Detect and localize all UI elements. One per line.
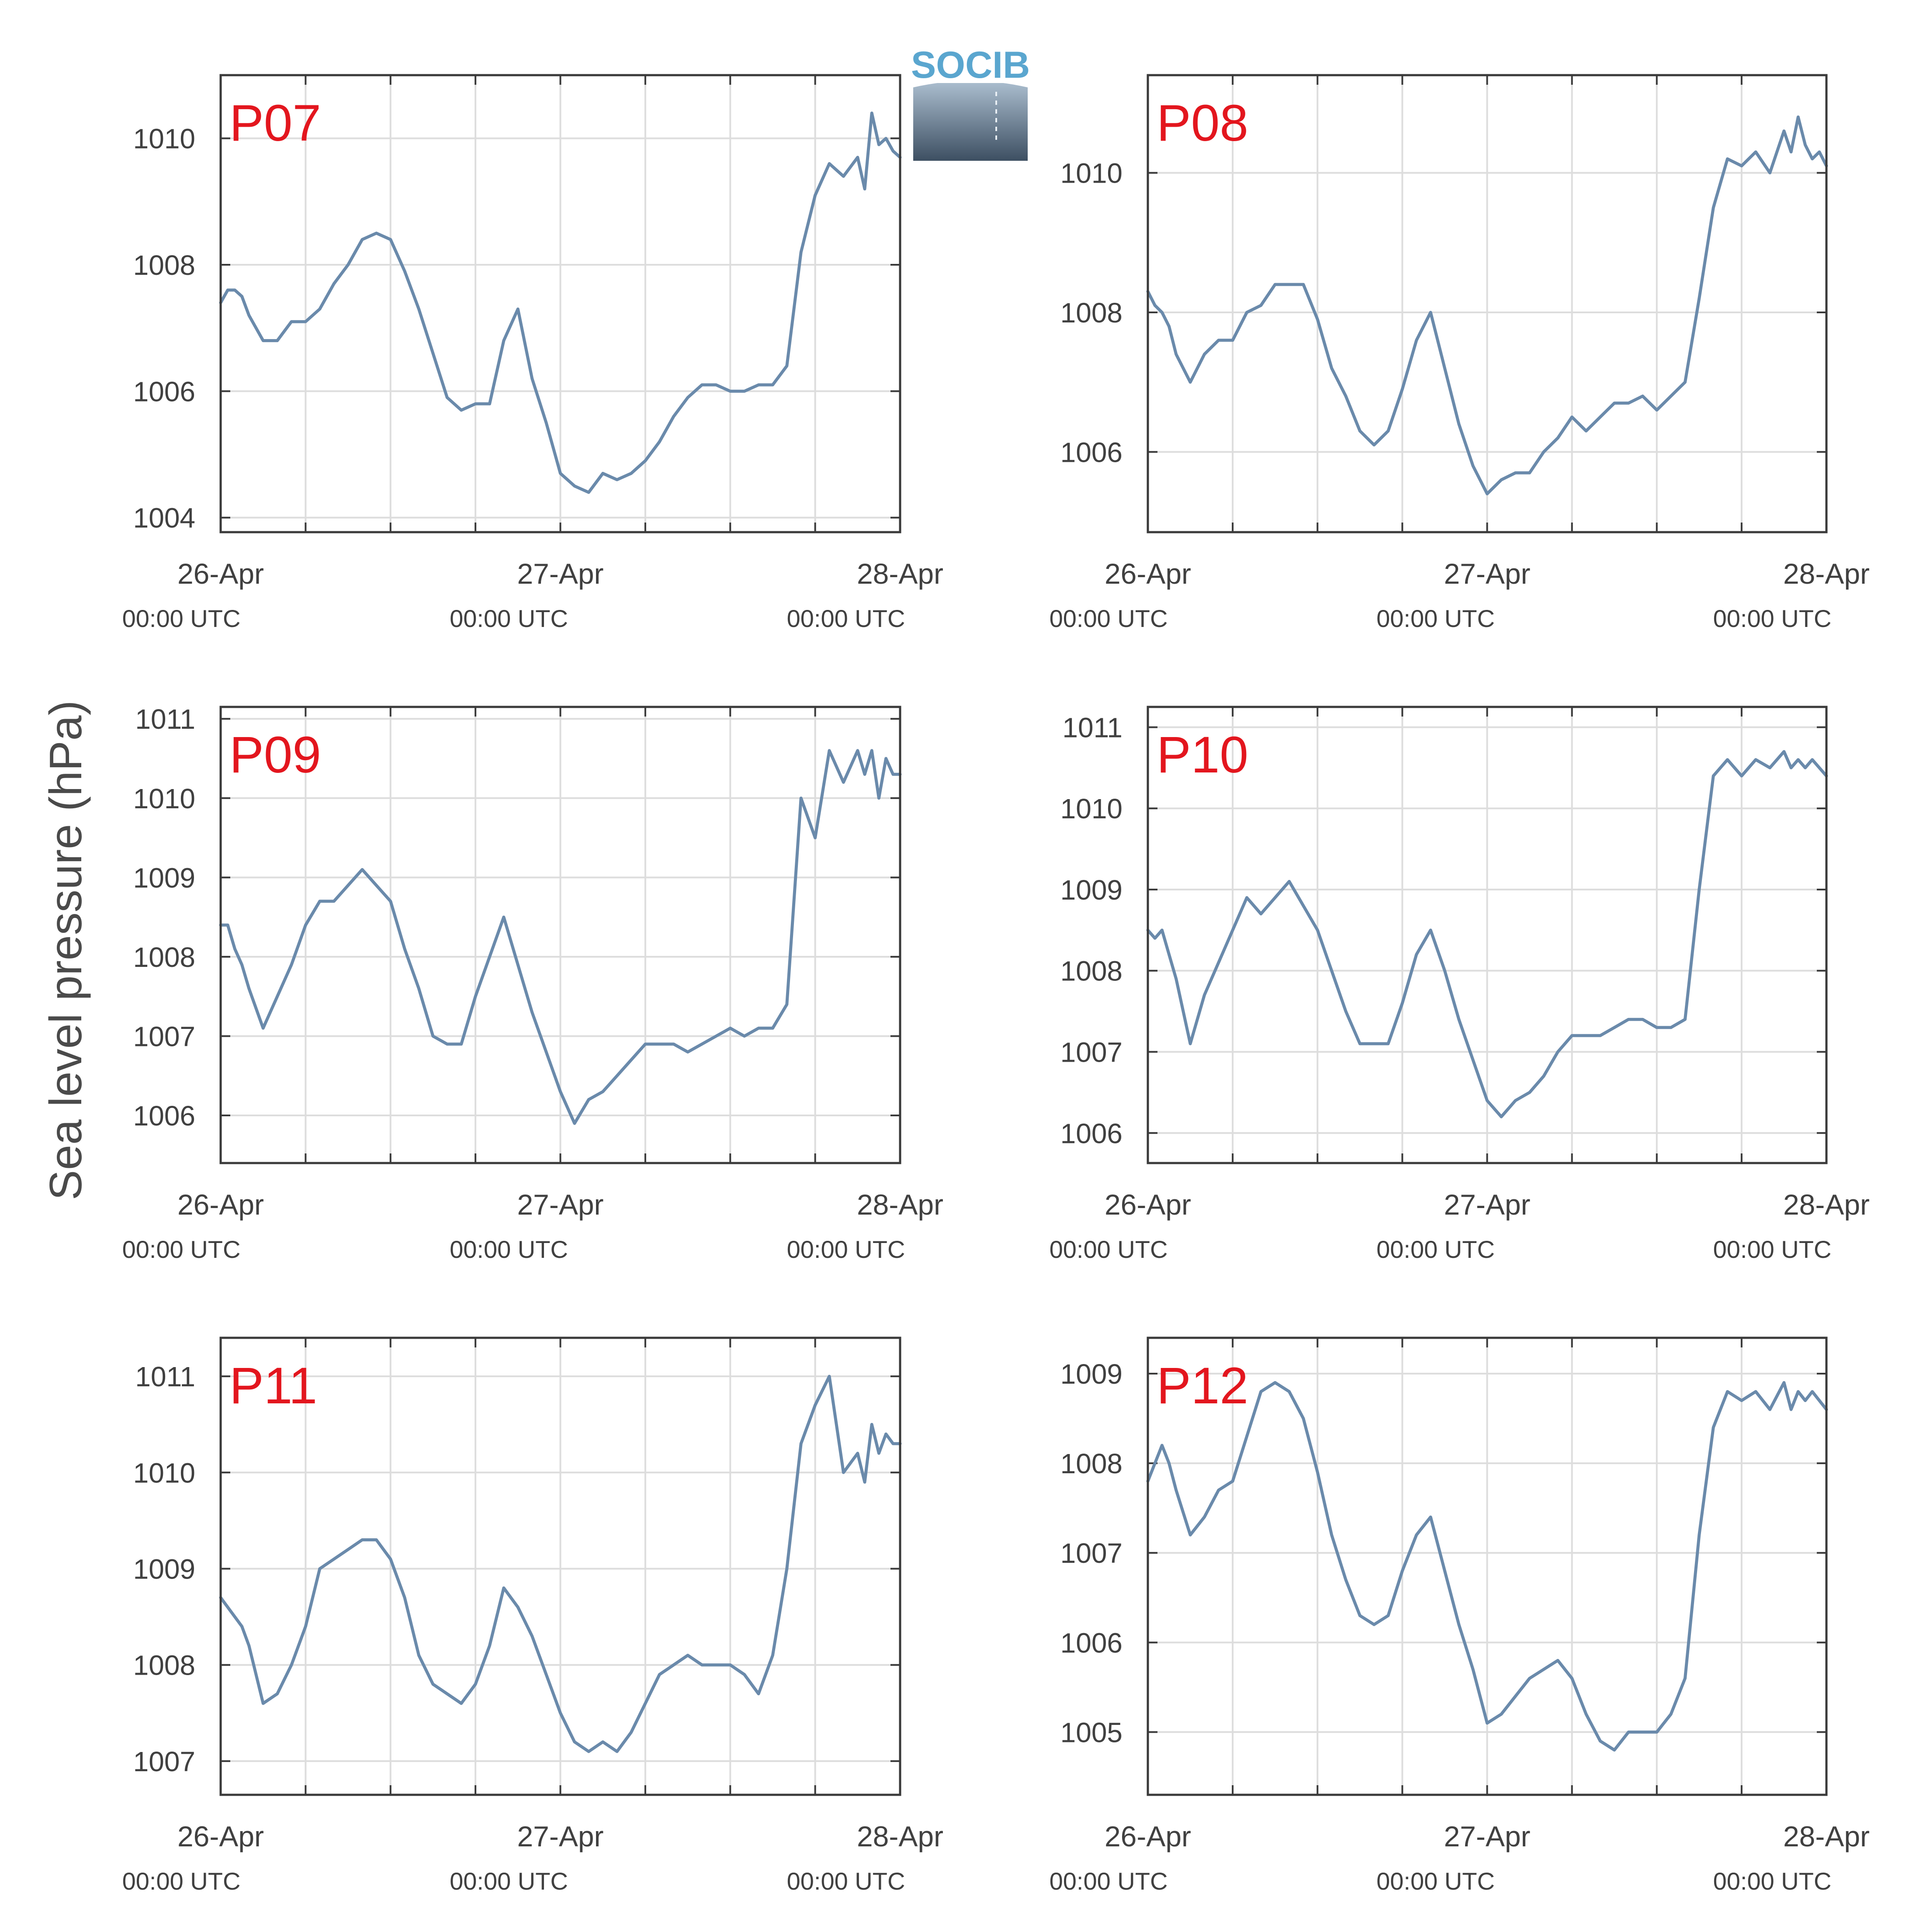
x-tick-sublabel: 00:00 UTC [450, 605, 568, 632]
pressure-series-line [1146, 1381, 1828, 1752]
chart-panel-p08: 1006 1008 1010 P08 26-Apr 00:00 UTC 27-Apr 00:0… [1050, 74, 1870, 632]
logo-wordmark: SOCIB [911, 44, 1030, 86]
chart-panel-p12: 1005 1006 1007 1008 1009 P12 26-Apr 00:00 UTC 27… [1050, 1336, 1870, 1895]
x-tick-sublabel: 00:00 UTC [787, 605, 905, 632]
x-tick-sublabel: 00:00 UTC [1713, 1867, 1832, 1895]
logo-wave [913, 81, 1028, 87]
y-tick-label: 1009 [133, 1554, 195, 1585]
x-tick-label: 28-Apr [1783, 1820, 1870, 1852]
y-tick-label: 1004 [133, 502, 195, 534]
x-tick-label: 28-Apr [1783, 557, 1870, 590]
y-tick-label: 1009 [1060, 874, 1123, 906]
x-tick-label: 27-Apr [517, 1188, 603, 1221]
x-tick-sublabel: 00:00 UTC [1050, 1236, 1168, 1263]
x-tick-sublabel: 00:00 UTC [1376, 605, 1495, 632]
x-tick-sublabel: 00:00 UTC [787, 1236, 905, 1263]
y-tick-label: 1009 [1060, 1358, 1123, 1390]
x-tick-sublabel: 00:00 UTC [1713, 605, 1832, 632]
y-tick-label: 1006 [1060, 1627, 1123, 1658]
pressure-series-line [219, 111, 902, 494]
y-tick-label: 1011 [135, 1361, 195, 1392]
x-tick-label: 27-Apr [517, 1820, 603, 1852]
y-tick-label: 1008 [1060, 956, 1123, 987]
y-tick-label: 1007 [1060, 1037, 1123, 1068]
y-tick-label: 1006 [133, 1100, 195, 1132]
panel-title: P08 [1157, 94, 1248, 152]
x-tick-label: 28-Apr [857, 1820, 943, 1852]
x-tick-label: 27-Apr [1444, 1188, 1530, 1221]
x-tick-sublabel: 00:00 UTC [1713, 1236, 1832, 1263]
x-tick-sublabel: 00:00 UTC [122, 605, 241, 632]
x-tick-sublabel: 00:00 UTC [450, 1236, 568, 1263]
x-tick-sublabel: 00:00 UTC [450, 1867, 568, 1895]
panel-title: P11 [229, 1357, 317, 1415]
pressure-series-line [219, 1375, 902, 1753]
y-tick-label: 1009 [133, 862, 195, 893]
y-tick-label: 1010 [133, 783, 195, 814]
y-tick-label: 1008 [1060, 297, 1123, 329]
panel-title: P07 [229, 94, 321, 152]
panel-title: P10 [1157, 726, 1248, 784]
x-tick-sublabel: 00:00 UTC [1050, 605, 1168, 632]
x-tick-sublabel: 00:00 UTC [1376, 1867, 1495, 1895]
y-tick-label: 1008 [1060, 1448, 1123, 1479]
y-tick-label: 1005 [1060, 1717, 1123, 1748]
x-tick-label: 26-Apr [1105, 1188, 1191, 1221]
x-tick-label: 26-Apr [177, 1188, 264, 1221]
chart-panel-p10: 1006 1007 1008 1009 1010 1011 P10 26-Apr 00:00 U… [1050, 706, 1870, 1263]
x-tick-label: 26-Apr [1105, 1820, 1191, 1852]
y-tick-label: 1006 [133, 376, 195, 407]
y-tick-label: 1007 [1060, 1537, 1123, 1569]
plot-frame [1147, 1336, 1828, 1796]
plot-frame [219, 706, 901, 1164]
y-tick-label: 1008 [133, 249, 195, 281]
pressure-series-line [1146, 750, 1828, 1118]
x-tick-label: 28-Apr [1783, 1188, 1870, 1221]
logo-gradient-block [913, 83, 1028, 161]
y-tick-label: 1011 [135, 703, 195, 735]
chart-panel-p11: 1007 1008 1009 1010 1011 P11 26-Apr 00:00 UTC 27… [122, 1336, 943, 1895]
pressure-series-line [219, 749, 902, 1125]
y-tick-label: 1010 [1060, 793, 1123, 824]
y-tick-label: 1007 [133, 1746, 195, 1777]
x-tick-label: 28-Apr [857, 557, 943, 590]
panel-title: P09 [229, 726, 321, 784]
plot-frame [219, 1336, 901, 1796]
socib-logo: SOCIB [911, 44, 1030, 161]
y-tick-label: 1007 [133, 1021, 195, 1052]
y-tick-label: 1011 [1062, 712, 1123, 743]
panel-title: P12 [1157, 1357, 1248, 1415]
x-tick-label: 27-Apr [517, 557, 603, 590]
plot-frame [1147, 706, 1828, 1164]
x-tick-sublabel: 00:00 UTC [122, 1236, 241, 1263]
y-tick-label: 1010 [133, 123, 195, 155]
chart-panel-p09: 1006 1007 1008 1009 1010 1011 P09 26-Apr 00:00 U… [122, 703, 943, 1263]
y-tick-label: 1010 [1060, 158, 1123, 189]
y-tick-label: 1006 [1060, 436, 1123, 468]
pressure-series-line [1146, 115, 1828, 495]
x-tick-sublabel: 00:00 UTC [122, 1867, 241, 1895]
x-tick-label: 28-Apr [857, 1188, 943, 1221]
x-tick-sublabel: 00:00 UTC [1050, 1867, 1168, 1895]
panels: 1004 1006 1008 1010 P07 26-Apr 00:00 UTC 27-Apr… [122, 74, 1870, 1895]
plot-frame [1147, 74, 1828, 533]
x-tick-label: 27-Apr [1444, 557, 1530, 590]
plot-frame [219, 74, 901, 533]
x-tick-label: 26-Apr [177, 557, 264, 590]
x-tick-label: 27-Apr [1444, 1820, 1530, 1852]
x-tick-label: 26-Apr [1105, 557, 1191, 590]
chart-panel-p07: 1004 1006 1008 1010 P07 26-Apr 00:00 UTC 27-Apr… [122, 74, 943, 632]
y-tick-label: 1010 [133, 1457, 195, 1489]
x-tick-sublabel: 00:00 UTC [787, 1867, 905, 1895]
y-tick-label: 1006 [1060, 1118, 1123, 1149]
y-axis-label: Sea level pressure (hPa) [41, 700, 91, 1201]
y-tick-label: 1008 [133, 942, 195, 973]
y-tick-label: 1008 [133, 1650, 195, 1681]
x-tick-label: 26-Apr [177, 1820, 264, 1852]
x-tick-sublabel: 00:00 UTC [1376, 1236, 1495, 1263]
